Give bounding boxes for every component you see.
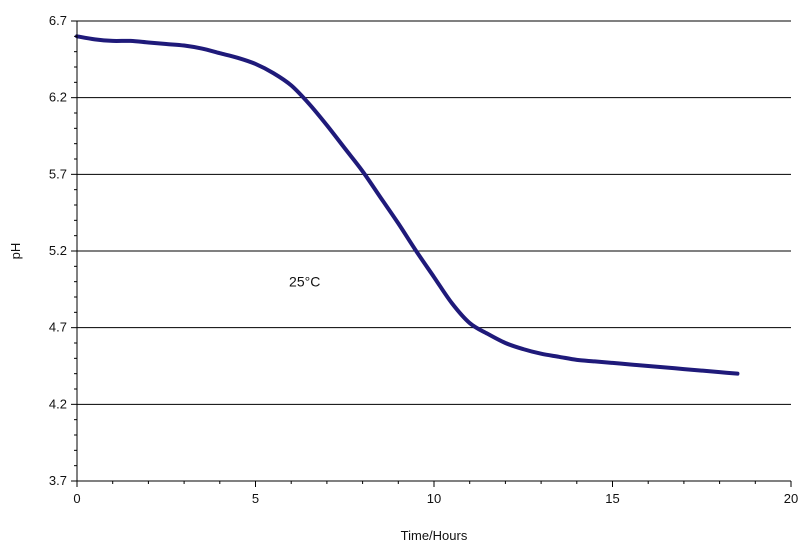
grid-lines <box>77 20 791 405</box>
temperature-annotation: 25°C <box>289 274 320 290</box>
y-axis-title: pH <box>8 243 23 260</box>
series-line-0 <box>75 34 740 376</box>
x-tick-label: 10 <box>427 491 441 506</box>
y-tick-label: 3.7 <box>49 473 67 488</box>
x-tick-label: 20 <box>784 491 798 506</box>
x-tick-label: 5 <box>252 491 259 506</box>
y-tick-label: 6.7 <box>49 13 67 28</box>
y-tick-label: 4.7 <box>49 320 67 335</box>
y-tick-label: 4.2 <box>49 396 67 411</box>
axes <box>71 20 792 487</box>
tick-labels: 3.7 4.2 4.7 5.2 5.7 6.2 6.7 0 5 10 15 20 <box>49 13 798 506</box>
y-tick-label: 5.7 <box>49 166 67 181</box>
series-layer <box>75 34 740 376</box>
x-tick-label: 0 <box>73 491 80 506</box>
x-tick-label: 15 <box>605 491 619 506</box>
y-tick-label: 5.2 <box>49 243 67 258</box>
y-tick-label: 6.2 <box>49 90 67 105</box>
x-axis-title: Time/Hours <box>401 528 468 543</box>
